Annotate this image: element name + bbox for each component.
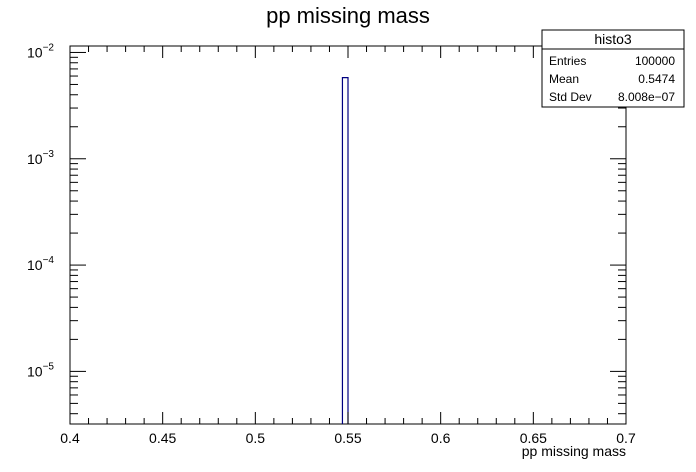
stats-box: histo3 Entries 100000 Mean 0.5474 Std De… [541, 29, 685, 108]
stats-label-entries: Entries [549, 54, 586, 68]
stats-box-frame [541, 29, 685, 108]
stats-value-stddev: 8.008e−07 [618, 90, 675, 104]
y-tick-label: 10−5 [27, 361, 54, 379]
y-tick-base: 10 [27, 44, 43, 60]
stats-histogram-name: histo3 [594, 31, 632, 47]
x-axis: 0.4 0.45 0.5 0.55 0.6 0.65 0.7 [60, 46, 636, 446]
y-tick-base: 10 [27, 363, 43, 379]
x-tick-label: 0.5 [246, 430, 266, 446]
chart-title: pp missing mass [266, 3, 430, 28]
histogram-bars [341, 77, 349, 424]
stats-label-stddev: Std Dev [549, 90, 592, 104]
y-axis: 10−210−310−410−5 [27, 42, 626, 415]
stats-value-mean: 0.5474 [638, 72, 675, 86]
y-tick-label: 10−3 [27, 149, 54, 167]
y-tick-label: 10−2 [27, 42, 54, 60]
y-tick-exponent: −4 [43, 255, 55, 266]
x-tick-label: 0.55 [334, 430, 361, 446]
y-tick-base: 10 [27, 257, 43, 273]
x-axis-label: pp missing mass [522, 443, 626, 459]
histogram-bar-0 [341, 77, 349, 424]
y-tick-exponent: −2 [43, 42, 55, 53]
stats-value-entries: 100000 [635, 54, 675, 68]
y-tick-exponent: −5 [43, 361, 55, 372]
x-tick-label: 0.45 [149, 430, 176, 446]
x-tick-label: 0.7 [616, 430, 636, 446]
x-tick-label: 0.65 [520, 430, 547, 446]
x-tick-label: 0.4 [60, 430, 80, 446]
y-tick-exponent: −3 [43, 149, 55, 160]
x-tick-label: 0.6 [431, 430, 451, 446]
y-tick-label: 10−4 [27, 255, 54, 273]
y-tick-base: 10 [27, 151, 43, 167]
stats-label-mean: Mean [549, 72, 579, 86]
